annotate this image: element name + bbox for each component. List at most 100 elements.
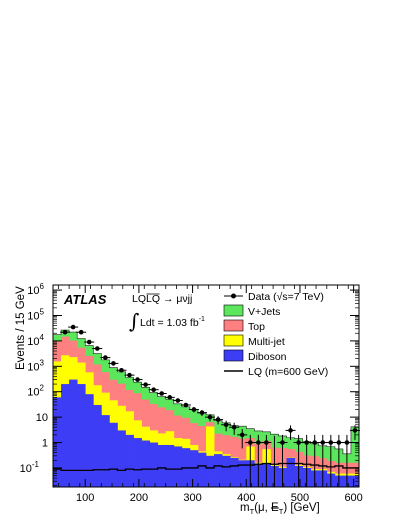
bar-diboson-11 <box>141 440 151 487</box>
data-point-6 <box>111 361 116 366</box>
data-point-3 <box>86 339 92 345</box>
bar-diboson-12 <box>149 442 159 487</box>
legend-item-top: Top <box>223 319 265 333</box>
process-lqbar: LQ <box>146 293 160 305</box>
bar-diboson-29 <box>286 457 295 487</box>
bar-diboson-7 <box>109 422 118 487</box>
data-point-15 <box>183 402 189 408</box>
axes <box>52 284 360 488</box>
data-point-35 <box>344 440 350 445</box>
legend-swatch-v-jets <box>223 304 244 317</box>
bar-diboson-21 <box>222 455 231 487</box>
y-tick-label-5: 104 <box>27 333 44 348</box>
bar-diboson-6 <box>101 415 110 487</box>
tick-labels: 100 200 300 400 500 600 10-11 10 102 103 104 105 106 <box>20 282 363 504</box>
lumi-exponent: -1 <box>199 316 205 323</box>
bar-diboson-8 <box>117 430 126 487</box>
bar-diboson-3 <box>77 384 86 487</box>
bar-diboson-5 <box>93 405 102 487</box>
x-tick-label-2: 300 <box>183 492 201 504</box>
svg-text:LQLQ → μνjj: LQLQ → μνjj <box>132 293 192 305</box>
stacked-histogram <box>52 329 360 487</box>
data-point-24 <box>256 440 261 445</box>
data-point-12 <box>159 391 165 396</box>
bar-v-jets-37 <box>350 426 360 487</box>
signal-histogram-line <box>53 462 359 472</box>
x-tick-label-1: 200 <box>130 492 148 504</box>
y-tick-label-0: 10-1 <box>20 460 40 475</box>
x-tick-label-0: 100 <box>76 492 94 504</box>
data-point-25 <box>264 440 269 445</box>
legend-label-v-jets: V+Jets <box>248 306 280 318</box>
data-point-0 <box>62 329 68 335</box>
bar-diboson-19 <box>206 455 215 487</box>
bar-diboson-13 <box>157 444 167 487</box>
atlas-label: ATLAS <box>63 292 107 307</box>
data-point-22 <box>239 432 245 438</box>
data-point-17 <box>199 410 205 415</box>
data-point-28 <box>288 428 293 433</box>
data-point-18 <box>207 414 213 420</box>
data-point-10 <box>143 382 148 387</box>
data-points <box>60 324 360 487</box>
data-point-2 <box>78 329 84 335</box>
data-point-1 <box>70 324 76 330</box>
svg-text:Ldt = 1.03 fb-1: Ldt = 1.03 fb-1 <box>140 316 205 329</box>
data-point-20 <box>223 422 229 428</box>
bar-diboson-15 <box>173 446 183 487</box>
y-tick-label-3: 102 <box>27 384 44 399</box>
process-final-state: → μνjj <box>160 293 192 305</box>
data-point-30 <box>304 440 309 445</box>
data-point-13 <box>167 395 173 400</box>
bar-diboson-9 <box>125 434 134 487</box>
data-point-31 <box>312 440 318 445</box>
data-point-9 <box>135 377 140 382</box>
x-axis-label: mT(μ, ET) [GeV] <box>240 502 320 516</box>
bar-diboson-4 <box>85 394 94 487</box>
x-tick-label-5: 600 <box>344 492 362 504</box>
data-point-23 <box>247 440 253 445</box>
bar-diboson-22 <box>230 457 239 487</box>
legend-swatch-diboson <box>223 349 244 362</box>
x-tick-label-4: 500 <box>291 492 309 504</box>
data-point-36 <box>352 428 358 433</box>
plot-frame <box>52 284 360 488</box>
data-point-14 <box>175 398 181 403</box>
bar-diboson-2 <box>69 379 78 487</box>
data-point-34 <box>336 440 342 445</box>
legend-swatch-top <box>223 319 244 332</box>
legend-item-multi-jet: Multi-jet <box>223 334 285 348</box>
bar-diboson-10 <box>133 438 142 487</box>
legend: Data (√s=7 TeV) V+Jets Top Multi-jet Diboson… <box>223 291 328 378</box>
bar-diboson-18 <box>197 452 207 487</box>
data-point-29 <box>296 440 301 445</box>
legend-item-lq-m-600-gev: LQ (m=600 GeV) <box>224 366 328 378</box>
data-point-5 <box>103 355 108 360</box>
process-annotation: LQLQ → μνjj ∫ Ldt = 1.03 fb-1 <box>129 293 205 333</box>
legend-label-data-s-7-tev: Data (√s=7 TeV) <box>248 291 324 303</box>
data-point-21 <box>231 424 237 430</box>
lumi-label: Ldt = 1.03 fb <box>140 317 199 329</box>
y-tick-label-4: 103 <box>27 358 44 373</box>
data-point-11 <box>151 387 156 393</box>
data-point-16 <box>191 407 197 412</box>
y-tick-label-1: 1 <box>42 438 48 450</box>
integral-sign: ∫ <box>129 309 139 333</box>
legend-label-lq-m-600-gev: LQ (m=600 GeV) <box>248 366 328 378</box>
legend-swatch-multi-jet <box>223 334 244 347</box>
data-point-32 <box>320 440 326 445</box>
x-tick-label-3: 400 <box>237 492 255 504</box>
bar-diboson-1 <box>61 384 70 487</box>
data-point-8 <box>127 372 132 378</box>
bar-diboson-20 <box>214 454 223 487</box>
y-axis-label: Events / 15 GeV <box>15 286 27 370</box>
legend-label-multi-jet: Multi-jet <box>248 336 285 348</box>
legend-item-diboson: Diboson <box>223 349 287 363</box>
data-point-27 <box>280 440 285 445</box>
legend-item-data-s-7-tev: Data (√s=7 TeV) <box>224 291 324 303</box>
data-point-19 <box>215 417 221 422</box>
data-point-7 <box>119 367 124 373</box>
data-point-4 <box>94 346 100 351</box>
legend-item-v-jets: V+Jets <box>223 304 280 318</box>
